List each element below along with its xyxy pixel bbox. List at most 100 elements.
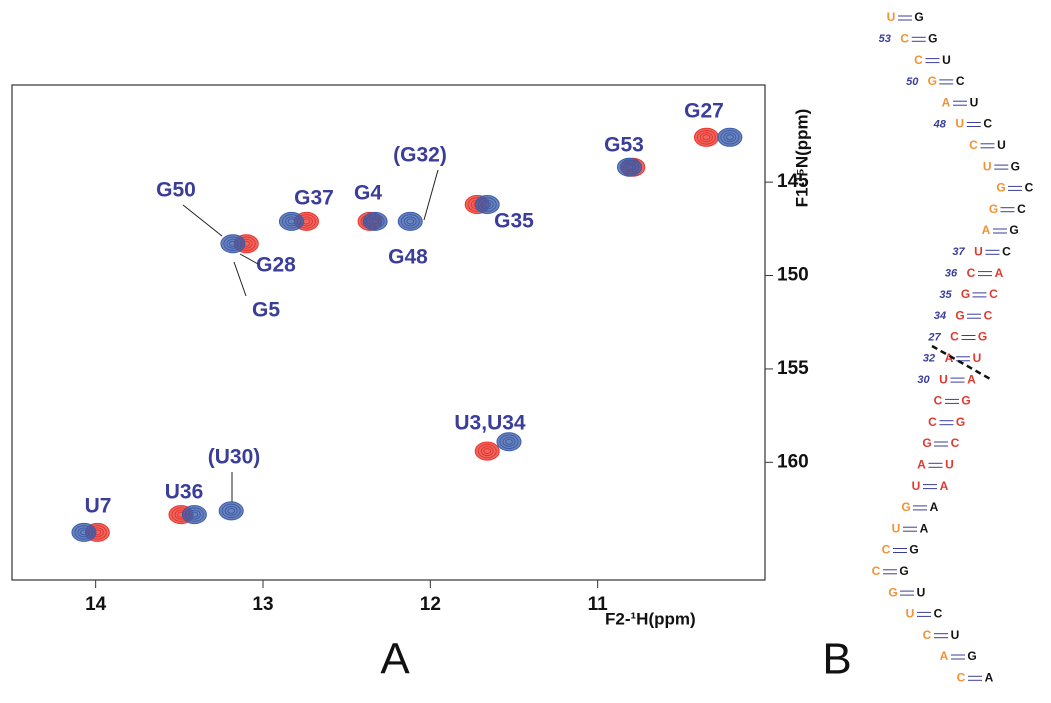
contour — [619, 159, 639, 175]
nucleotide: C — [1017, 202, 1026, 216]
residue-number: 50 — [906, 76, 919, 88]
peak — [717, 127, 743, 147]
peak — [220, 234, 246, 254]
nucleotide: G — [961, 287, 970, 301]
nucleotide: A — [945, 351, 954, 365]
nucleotide: U — [892, 521, 901, 535]
y-tick-label: 145 — [777, 171, 809, 192]
nucleotide: A — [967, 372, 976, 386]
peak-label: (G32) — [393, 144, 447, 167]
peak-label: G48 — [388, 246, 428, 269]
nucleotide: G — [967, 649, 976, 663]
nucleotide: G — [1009, 223, 1018, 237]
nucleotide: U — [887, 10, 896, 24]
peak-label: G53 — [604, 134, 644, 157]
contour — [702, 134, 711, 141]
nucleotide: C — [923, 628, 932, 642]
contour — [726, 134, 734, 141]
peak-label: G27 — [684, 100, 724, 123]
contour — [74, 525, 94, 540]
peak-label: G50 — [156, 179, 196, 202]
nucleotide: G — [888, 585, 897, 599]
nucleotide: C — [1025, 181, 1034, 195]
residue-number: 27 — [927, 331, 941, 343]
nucleotide: A — [940, 649, 949, 663]
nucleotide: C — [957, 670, 966, 684]
nucleotide: A — [940, 479, 949, 493]
contour — [227, 507, 236, 514]
nucleotide: U — [906, 607, 915, 621]
nucleotide: C — [872, 564, 881, 578]
peak — [71, 522, 97, 542]
peak-label: G4 — [354, 182, 382, 205]
nucleotide: C — [984, 308, 993, 322]
contour — [499, 434, 519, 450]
nucleotide: U — [942, 53, 951, 67]
contour — [406, 218, 415, 225]
leader-line — [182, 204, 223, 237]
contour — [483, 201, 492, 208]
y-axis-label: F1-¹⁵N(ppm) — [792, 109, 811, 208]
nucleotide: G — [899, 564, 908, 578]
nucleotide: G — [996, 181, 1005, 195]
nucleotide: A — [995, 266, 1004, 280]
contour — [187, 509, 201, 520]
contour — [224, 505, 238, 516]
contour — [221, 503, 241, 519]
nucleotide: U — [973, 351, 982, 365]
nucleotide: C — [967, 266, 976, 280]
peak-label: U3,U34 — [454, 412, 526, 435]
nucleotide: G — [922, 436, 931, 450]
peak — [474, 195, 500, 215]
contour — [368, 216, 382, 227]
contour — [502, 436, 516, 447]
residue-number: 53 — [879, 33, 891, 45]
nucleotide: U — [945, 457, 954, 471]
contour — [365, 214, 385, 229]
nucleotide: C — [934, 394, 943, 408]
nucleotide: A — [930, 500, 939, 514]
contour — [403, 216, 417, 227]
nucleotide: U — [917, 585, 926, 599]
nucleotide: C — [882, 543, 891, 557]
contour — [287, 218, 296, 225]
nucleotide: U — [912, 479, 921, 493]
nucleotide: U — [997, 138, 1006, 152]
residue-number: 37 — [952, 246, 965, 258]
leader-line — [239, 253, 259, 265]
y-tick-label: 150 — [777, 265, 809, 286]
contour — [699, 132, 713, 143]
peak-label: G35 — [494, 210, 534, 233]
contour — [284, 216, 298, 227]
nucleotide: G — [961, 394, 970, 408]
residue-number: 30 — [917, 374, 930, 386]
y-tick-label: 160 — [777, 451, 809, 472]
contour — [281, 214, 301, 229]
nucleotide: G — [978, 330, 987, 344]
residue-number: 35 — [939, 289, 952, 301]
nucleotide: G — [956, 415, 965, 429]
nucleotide: G — [928, 74, 937, 88]
peak — [616, 157, 642, 177]
nucleotide: U — [974, 244, 983, 258]
peak-label: (U30) — [208, 446, 261, 469]
peak — [474, 441, 500, 461]
contour — [184, 507, 204, 522]
nucleotide: G — [989, 202, 998, 216]
nucleotide: C — [914, 53, 923, 67]
peak — [397, 211, 423, 231]
nucleotide: G — [909, 543, 918, 557]
nucleotide: C — [900, 31, 909, 45]
nucleotide: C — [989, 287, 998, 301]
peak-label: G5 — [252, 299, 280, 322]
peak — [278, 211, 304, 231]
x-axis-label: F2-¹H(ppm) — [605, 609, 696, 628]
nucleotide: A — [917, 457, 926, 471]
nucleotide: C — [950, 330, 959, 344]
nucleotide: U — [955, 117, 964, 131]
contour — [505, 438, 513, 445]
contour — [477, 443, 497, 459]
contour — [480, 446, 494, 457]
contour — [190, 511, 199, 518]
